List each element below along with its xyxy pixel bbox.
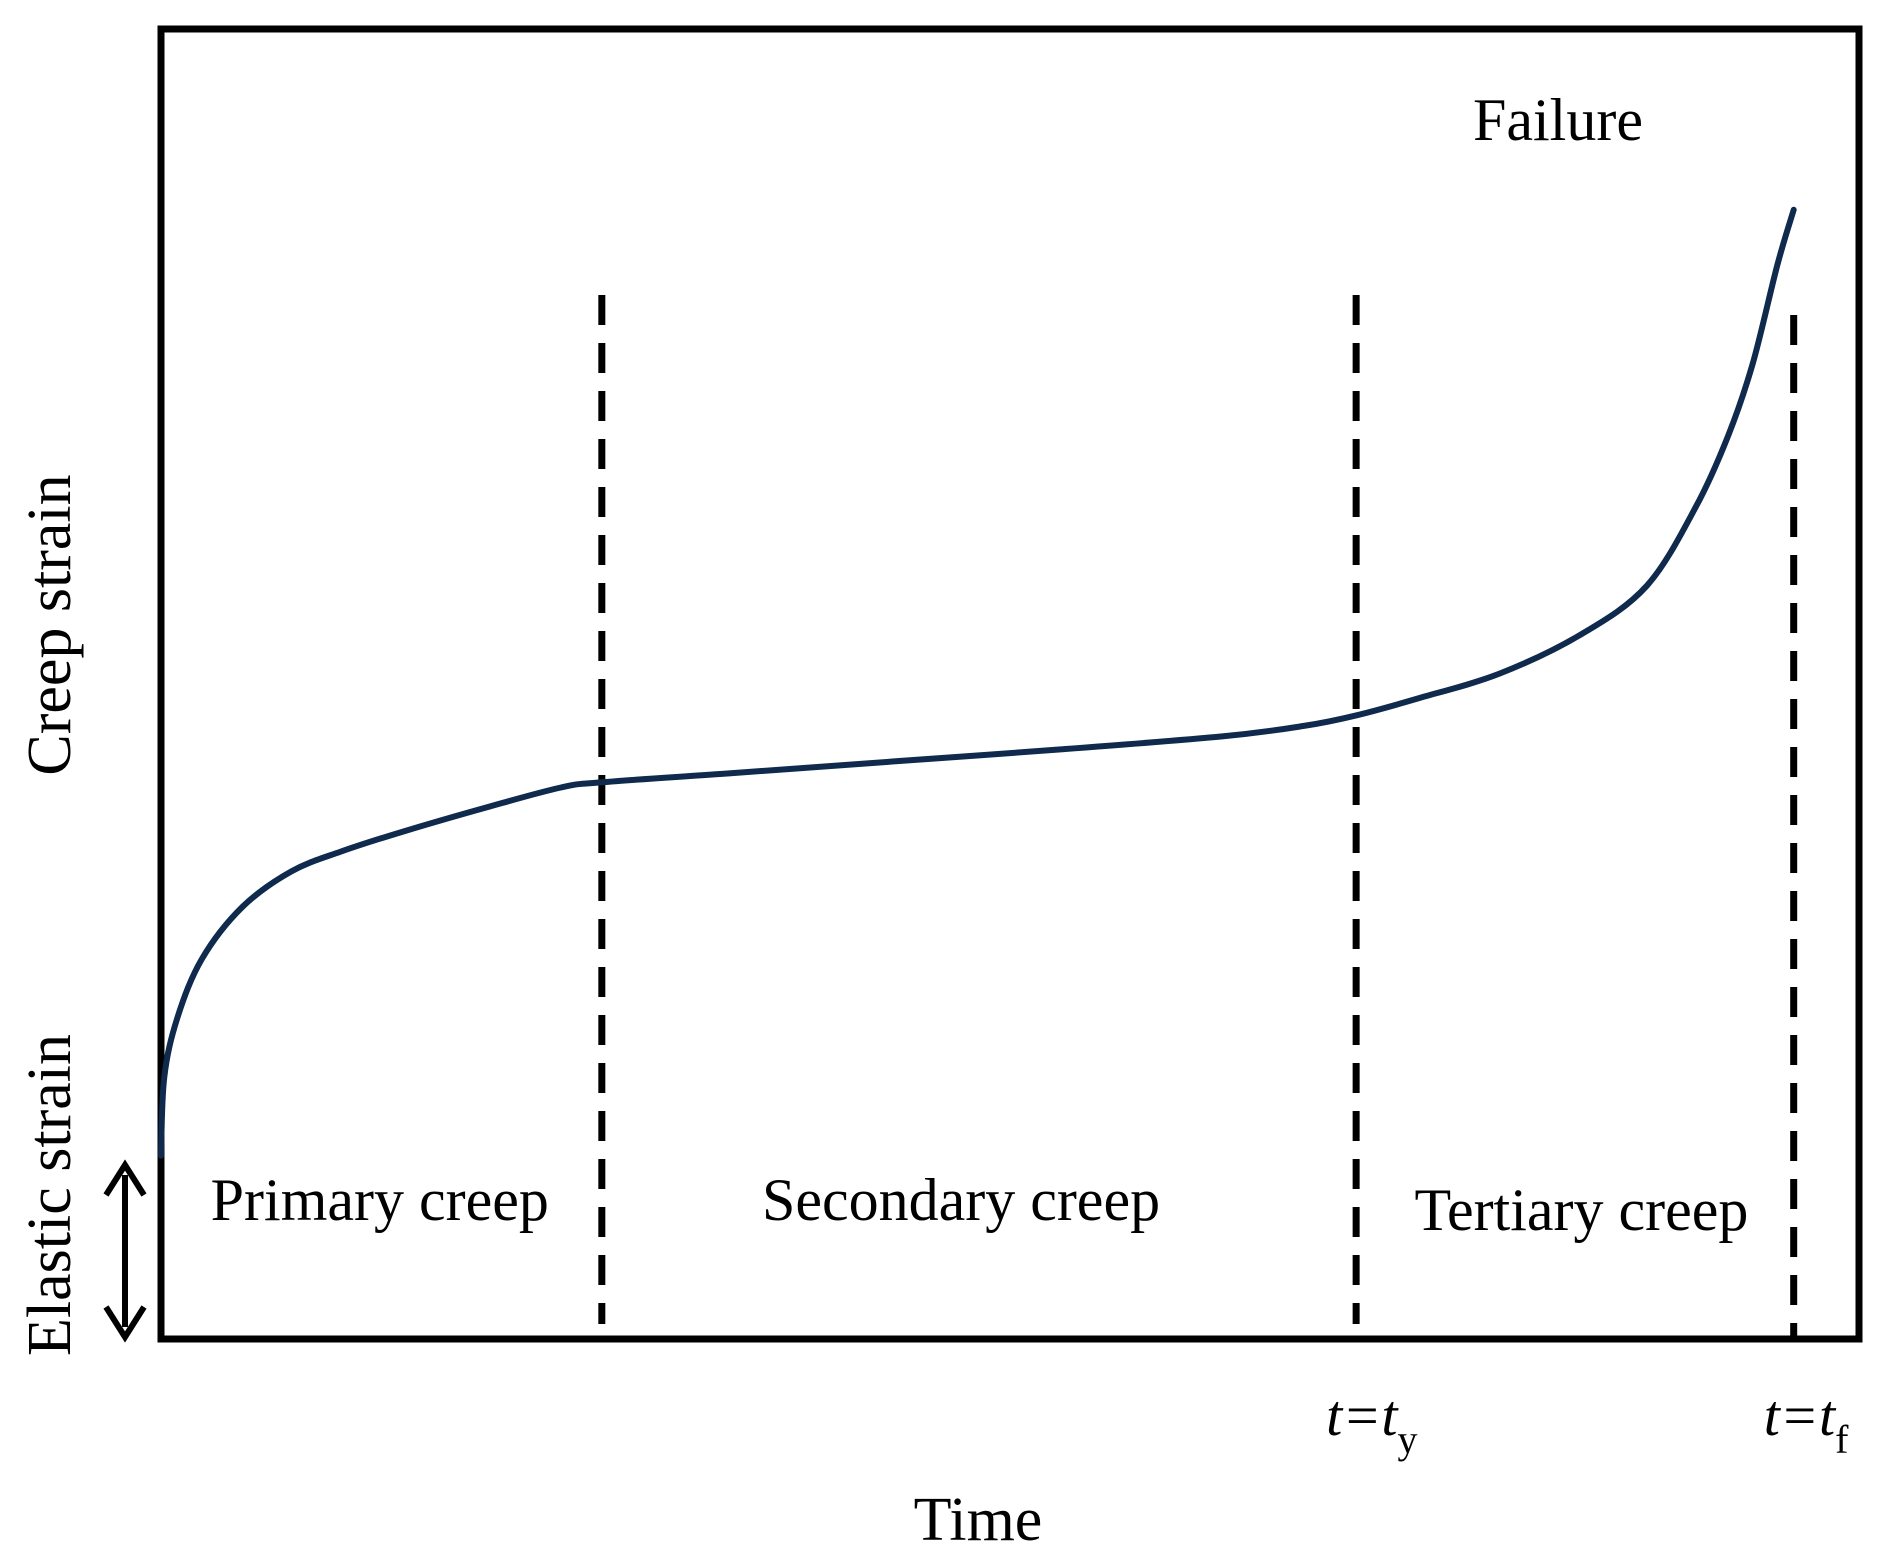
stage-labels: Primary creep Secondary creep Tertiary cre… [211, 1167, 1749, 1243]
y-axis-label: Creep strain [16, 474, 84, 775]
stage-boundary-lines [598, 295, 1798, 1339]
x-tick-label: t=tf [1764, 1383, 1849, 1462]
stage-label: Tertiary creep [1414, 1177, 1748, 1243]
plot-frame [157, 25, 1863, 1343]
x-axis-label: Time [914, 1486, 1043, 1554]
elastic-strain-label: Elastic strain [16, 1034, 84, 1356]
series-layer [158, 206, 1797, 1159]
stage-label: Primary creep [211, 1167, 549, 1233]
failure-label: Failure [1473, 87, 1643, 153]
creep-strain-curve [158, 206, 1797, 1159]
elastic-strain-arrow-icon [103, 1159, 147, 1343]
tick-labels: t=ty t=tf [1326, 1383, 1849, 1462]
stage-label: Secondary creep [762, 1167, 1160, 1233]
x-tick-label: t=ty [1326, 1383, 1417, 1462]
